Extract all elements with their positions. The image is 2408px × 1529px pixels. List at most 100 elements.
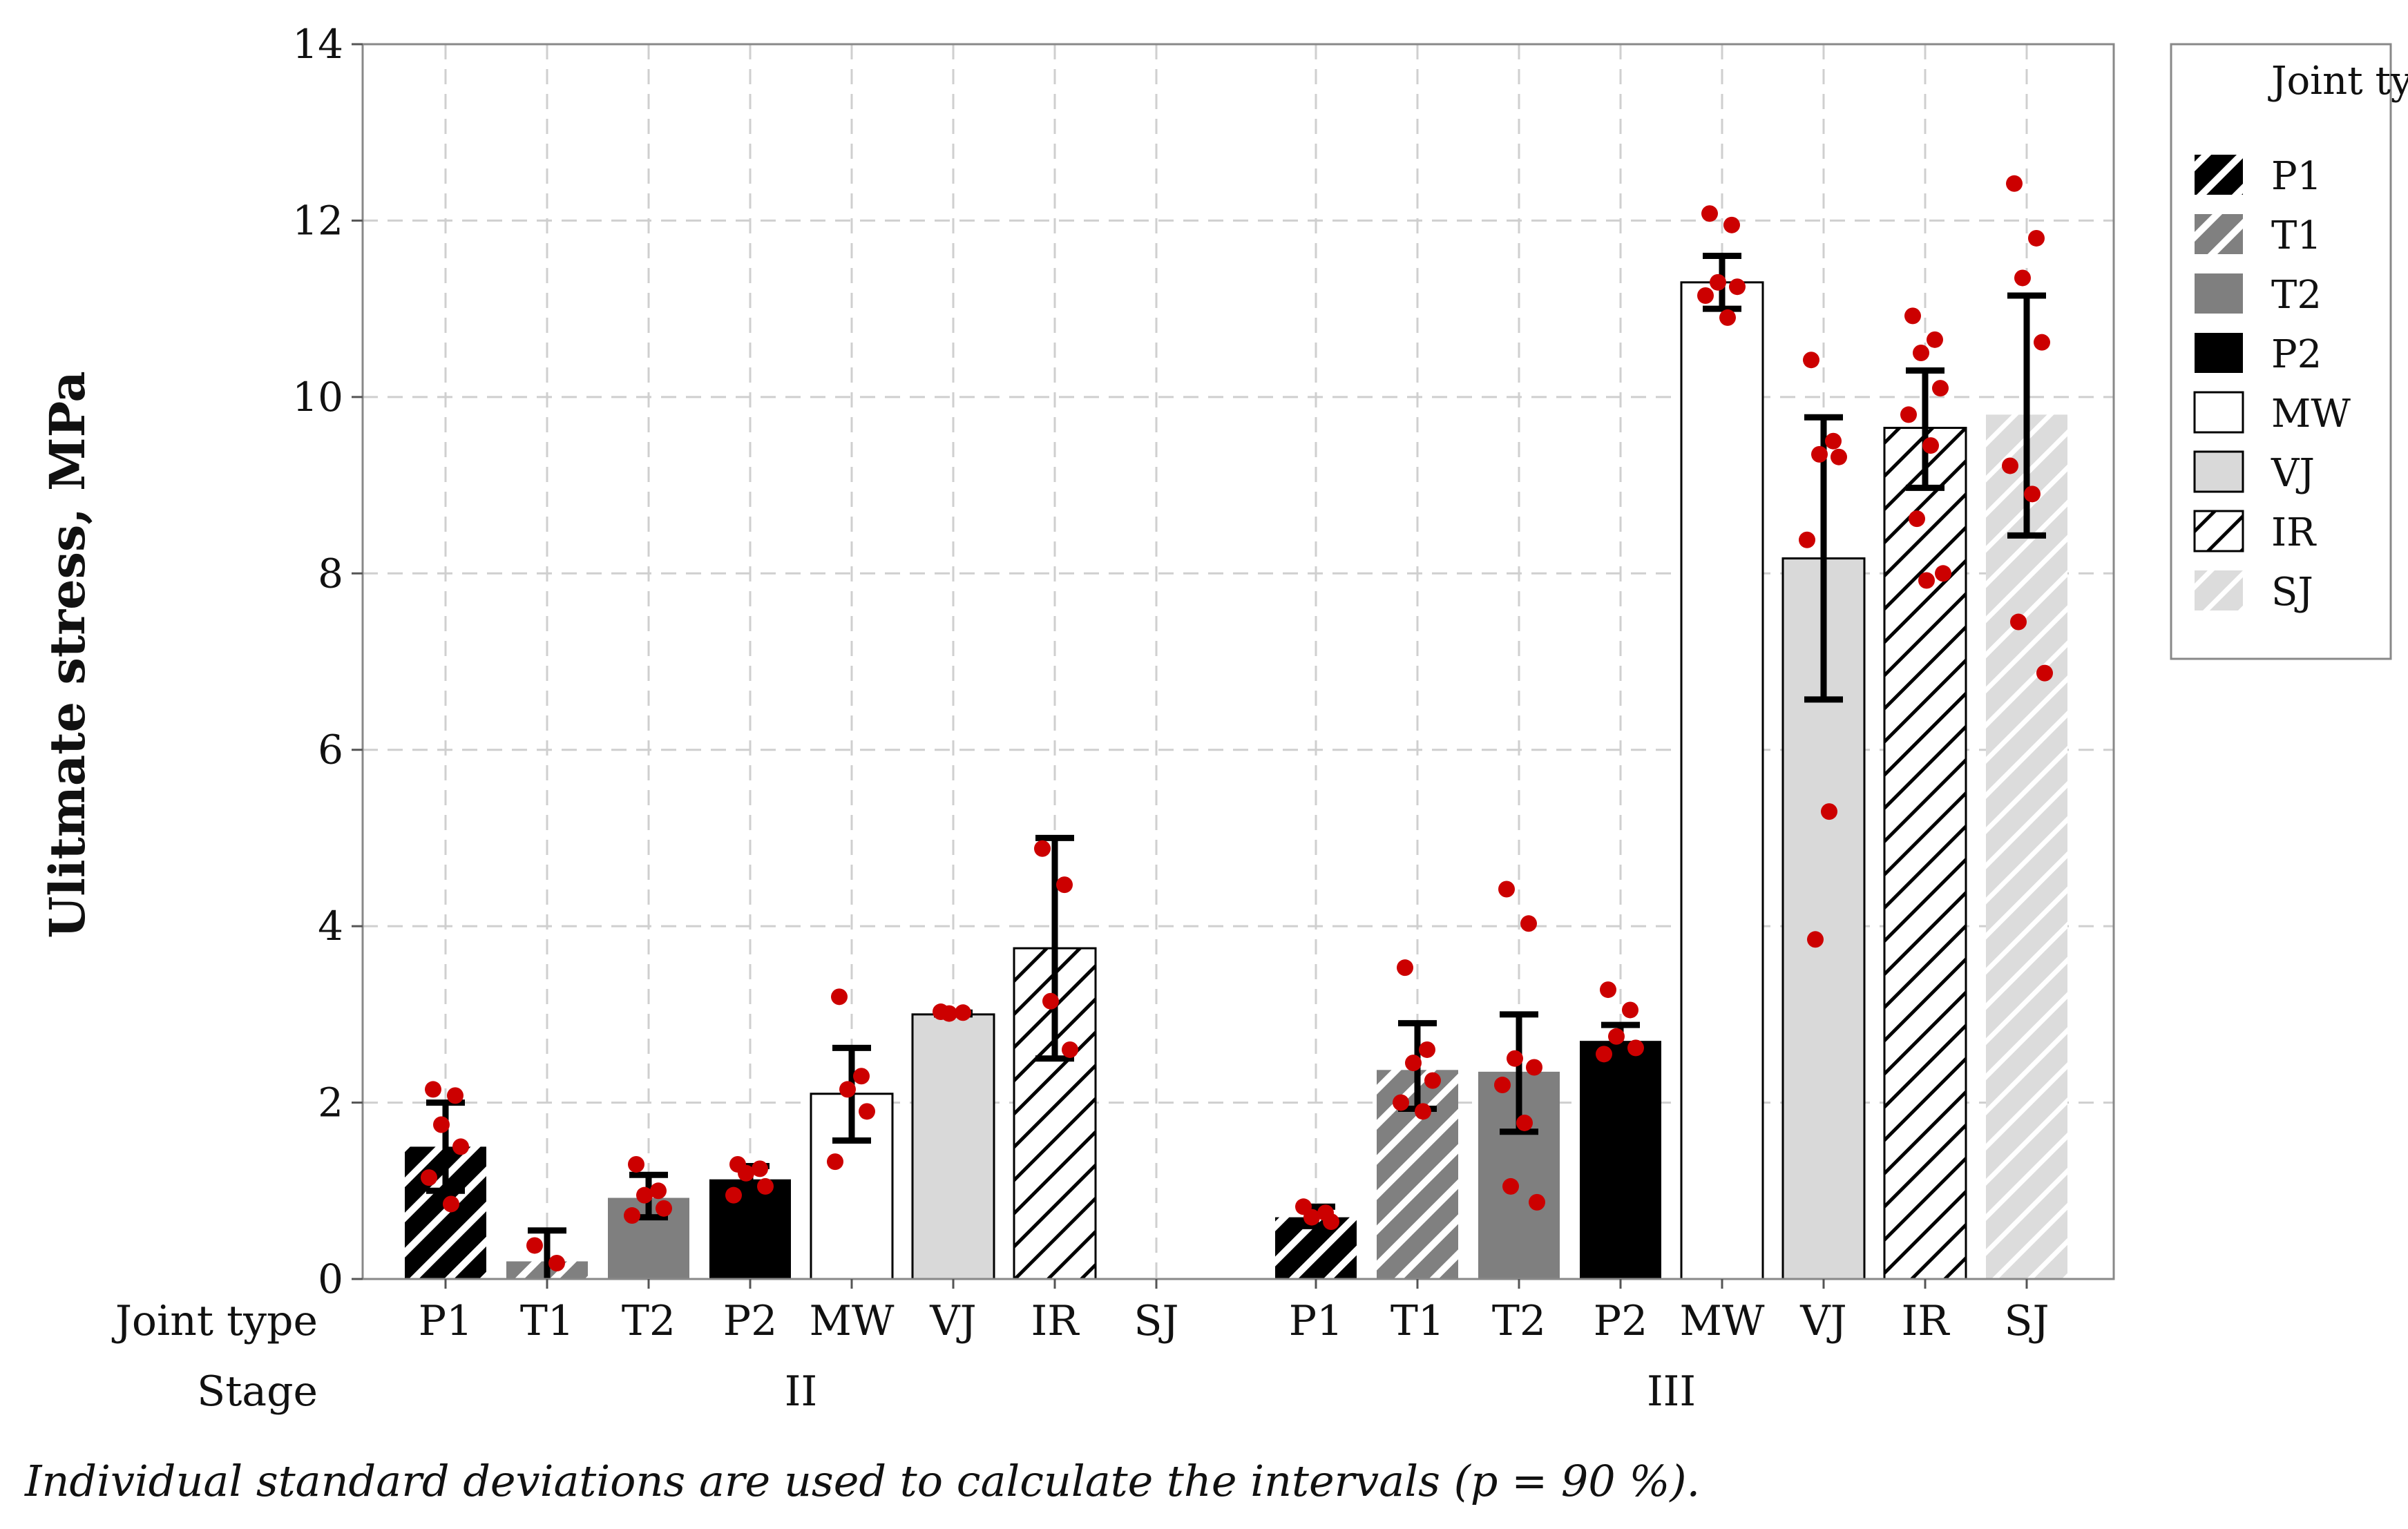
data-point-III-T2 — [1520, 915, 1537, 932]
y-tick-label: 8 — [318, 550, 343, 597]
data-point-III-VJ — [1811, 445, 1828, 463]
data-point-III-SJ — [2010, 613, 2027, 631]
x-category-label: P1 — [1289, 1297, 1344, 1345]
data-point-III-P2 — [1627, 1039, 1644, 1057]
stage-label: II — [785, 1367, 817, 1416]
y-tick-label: 10 — [292, 374, 343, 421]
legend-label: IR — [2271, 510, 2317, 555]
data-point-III-VJ — [1799, 531, 1815, 548]
data-point-III-IR — [1922, 437, 1939, 454]
legend-swatch-P1 — [2195, 155, 2243, 195]
legend-label: T2 — [2271, 273, 2322, 318]
data-point-III-IR — [1900, 406, 1917, 423]
y-axis-label: Ulitmate stress, MPa — [39, 371, 96, 939]
data-point-III-MW — [1710, 273, 1726, 291]
data-point-III-T2 — [1507, 1050, 1523, 1067]
x-category-label: IR — [1031, 1297, 1080, 1345]
error-bar-II-T1 — [528, 1227, 566, 1279]
data-point-II-VJ — [941, 1005, 957, 1022]
data-point-III-VJ — [1831, 448, 1847, 465]
data-point-II-IR — [1056, 876, 1073, 894]
data-point-III-MW — [1697, 287, 1714, 304]
data-point-III-VJ — [1807, 931, 1824, 948]
data-point-III-T1 — [1397, 959, 1413, 977]
data-point-II-MW — [831, 988, 848, 1006]
error-bar-III-VJ — [1804, 414, 1843, 703]
legend-item-SJ: SJ — [2195, 570, 2313, 615]
x-category-label: SJ — [1134, 1297, 1178, 1345]
footnote: Individual standard deviations are used … — [25, 1456, 1701, 1506]
x-category-label: T1 — [1391, 1297, 1444, 1345]
data-points — [421, 175, 2053, 1272]
x-category-label: T2 — [622, 1297, 676, 1345]
data-point-II-P2 — [725, 1186, 742, 1204]
bar-II-VJ — [911, 1013, 995, 1280]
legend: Joint type P1 T1 T2 P2 MW VJ IR SJ — [2170, 43, 2408, 660]
data-point-III-SJ — [2006, 175, 2023, 192]
bar-II-P2 — [709, 1179, 791, 1279]
x-category-label: SJ — [2004, 1297, 2049, 1345]
data-point-III-P1 — [1323, 1213, 1339, 1230]
legend-swatch-P2 — [2195, 333, 2243, 373]
data-point-II-P1 — [447, 1087, 464, 1104]
legend-title: Joint type — [2268, 59, 2408, 104]
y-tick-label: 12 — [292, 197, 343, 244]
data-point-II-IR — [1042, 992, 1059, 1010]
data-point-III-T2 — [1502, 1177, 1519, 1195]
legend-label: MW — [2271, 392, 2351, 436]
data-point-III-P2 — [1600, 981, 1616, 999]
y-axis: 0 2 4 6 8 10 12 14 — [292, 21, 363, 1302]
stage-row-label: Stage — [197, 1367, 318, 1416]
data-point-II-P2 — [757, 1177, 774, 1195]
legend-item-P1: P1 — [2195, 154, 2322, 199]
data-point-III-T2 — [1498, 881, 1515, 898]
y-tick-label: 6 — [318, 727, 343, 773]
data-point-III-VJ — [1825, 432, 1842, 450]
data-point-II-P2 — [752, 1160, 768, 1177]
data-point-III-IR — [1927, 331, 1943, 348]
data-point-III-T2 — [1526, 1059, 1542, 1076]
data-point-II-P2 — [738, 1164, 754, 1182]
data-point-III-SJ — [2024, 485, 2041, 503]
data-point-II-T1 — [548, 1255, 565, 1272]
data-point-III-IR — [1935, 565, 1951, 582]
data-point-II-T2 — [636, 1186, 653, 1204]
data-point-III-T2 — [1494, 1077, 1511, 1094]
data-point-III-IR — [1932, 380, 1949, 397]
data-point-III-IR — [1913, 345, 1929, 361]
x-category-label: MW — [1679, 1297, 1764, 1345]
legend-label: SJ — [2271, 570, 2313, 615]
data-point-III-P1 — [1303, 1209, 1320, 1226]
error-bar-III-IR — [1906, 367, 1944, 491]
x-category-label: P2 — [723, 1297, 778, 1345]
legend-label: P2 — [2271, 332, 2322, 377]
data-point-II-MW — [853, 1068, 870, 1085]
legend-swatch-VJ — [2193, 450, 2244, 493]
x-category-label: MW — [809, 1297, 894, 1345]
x-category-label: VJ — [1799, 1297, 1846, 1345]
data-point-II-P1 — [433, 1116, 450, 1133]
legend-item-P2: P2 — [2195, 332, 2322, 377]
data-point-III-T1 — [1415, 1103, 1431, 1120]
legend-swatch-IR — [2193, 510, 2244, 552]
legend-label: T1 — [2271, 213, 2322, 258]
legend-item-IR: IR — [2193, 510, 2317, 555]
data-point-III-T2 — [1529, 1193, 1545, 1211]
data-point-III-IR — [1904, 307, 1921, 325]
data-point-II-P1 — [425, 1081, 441, 1098]
x-category-label: IR — [1902, 1297, 1951, 1345]
legend-swatch-T2 — [2195, 273, 2243, 314]
legend-label: VJ — [2271, 451, 2315, 496]
data-point-III-SJ — [2034, 334, 2050, 351]
legend-item-T2: T2 — [2195, 273, 2322, 318]
legend-item-VJ: VJ — [2193, 450, 2315, 496]
bar-III-P2 — [1580, 1041, 1661, 1279]
data-point-II-T2 — [624, 1207, 640, 1224]
data-point-III-SJ — [2014, 269, 2031, 287]
x-category-label: P2 — [1594, 1297, 1648, 1345]
joint-type-row-label: Joint type — [111, 1297, 318, 1345]
bar-III-IR — [1883, 427, 1967, 1280]
x-axis-categories: P1 T1 T2 P2 MW VJ IR SJ P1 T1 T2 P2 MW VJ IR SJ Joint ty… — [111, 1279, 2049, 1416]
data-point-III-P2 — [1608, 1028, 1625, 1045]
